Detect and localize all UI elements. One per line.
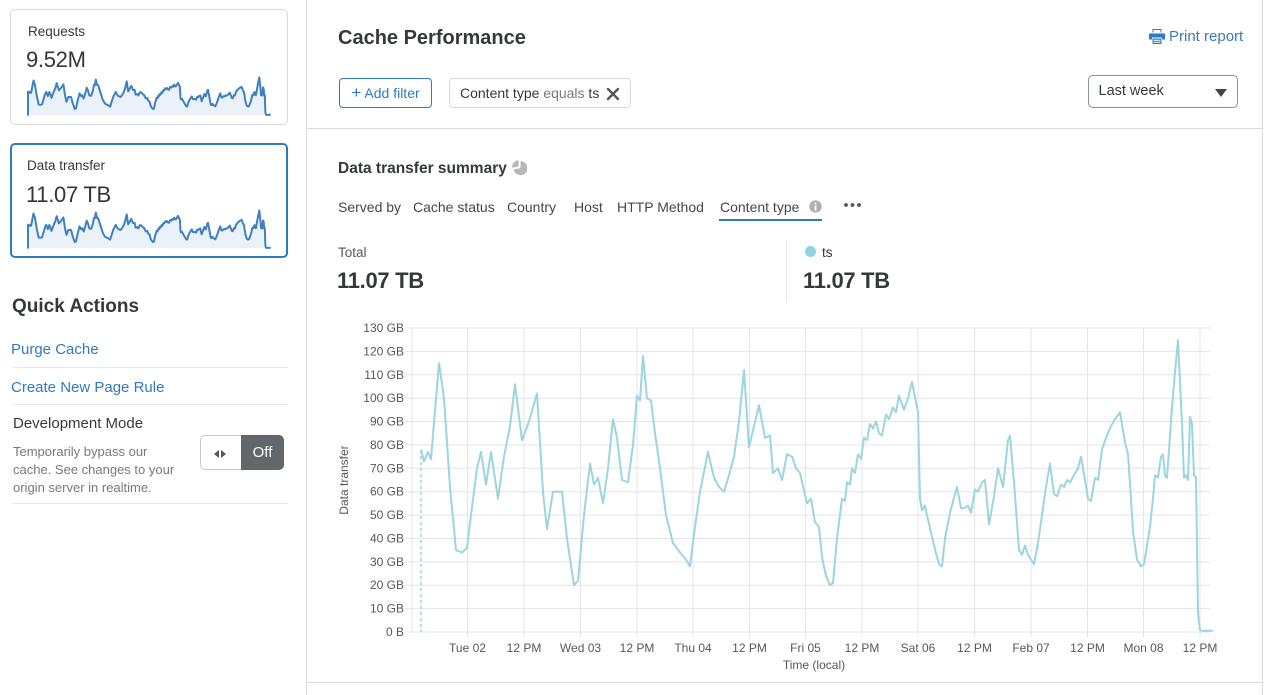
svg-text:Tue 02: Tue 02 (449, 641, 486, 655)
svg-text:Feb 07: Feb 07 (1012, 641, 1050, 655)
svg-text:12 PM: 12 PM (507, 641, 542, 655)
svg-text:Time (local): Time (local) (783, 658, 845, 672)
svg-text:12 PM: 12 PM (732, 641, 767, 655)
svg-text:0 B: 0 B (386, 625, 404, 639)
svg-text:90 GB: 90 GB (370, 415, 404, 429)
svg-text:12 PM: 12 PM (1070, 641, 1105, 655)
svg-text:20 GB: 20 GB (370, 578, 404, 592)
svg-text:Thu 04: Thu 04 (674, 641, 712, 655)
svg-text:12 PM: 12 PM (1183, 641, 1218, 655)
svg-text:70 GB: 70 GB (370, 461, 404, 475)
svg-text:100 GB: 100 GB (363, 391, 404, 405)
svg-text:12 PM: 12 PM (957, 641, 992, 655)
svg-text:12 PM: 12 PM (620, 641, 655, 655)
svg-text:120 GB: 120 GB (363, 344, 404, 358)
svg-text:Mon 08: Mon 08 (1123, 641, 1163, 655)
svg-text:60 GB: 60 GB (370, 485, 404, 499)
svg-text:130 GB: 130 GB (363, 321, 404, 335)
svg-text:50 GB: 50 GB (370, 508, 404, 522)
svg-text:Data transfer: Data transfer (337, 445, 351, 514)
svg-text:80 GB: 80 GB (370, 438, 404, 452)
svg-text:12 PM: 12 PM (845, 641, 880, 655)
svg-text:40 GB: 40 GB (370, 532, 404, 546)
svg-text:Sat 06: Sat 06 (901, 641, 936, 655)
svg-text:30 GB: 30 GB (370, 555, 404, 569)
svg-text:Wed 03: Wed 03 (560, 641, 601, 655)
svg-text:10 GB: 10 GB (370, 602, 404, 616)
svg-text:110 GB: 110 GB (364, 368, 404, 382)
svg-text:Fri 05: Fri 05 (790, 641, 821, 655)
